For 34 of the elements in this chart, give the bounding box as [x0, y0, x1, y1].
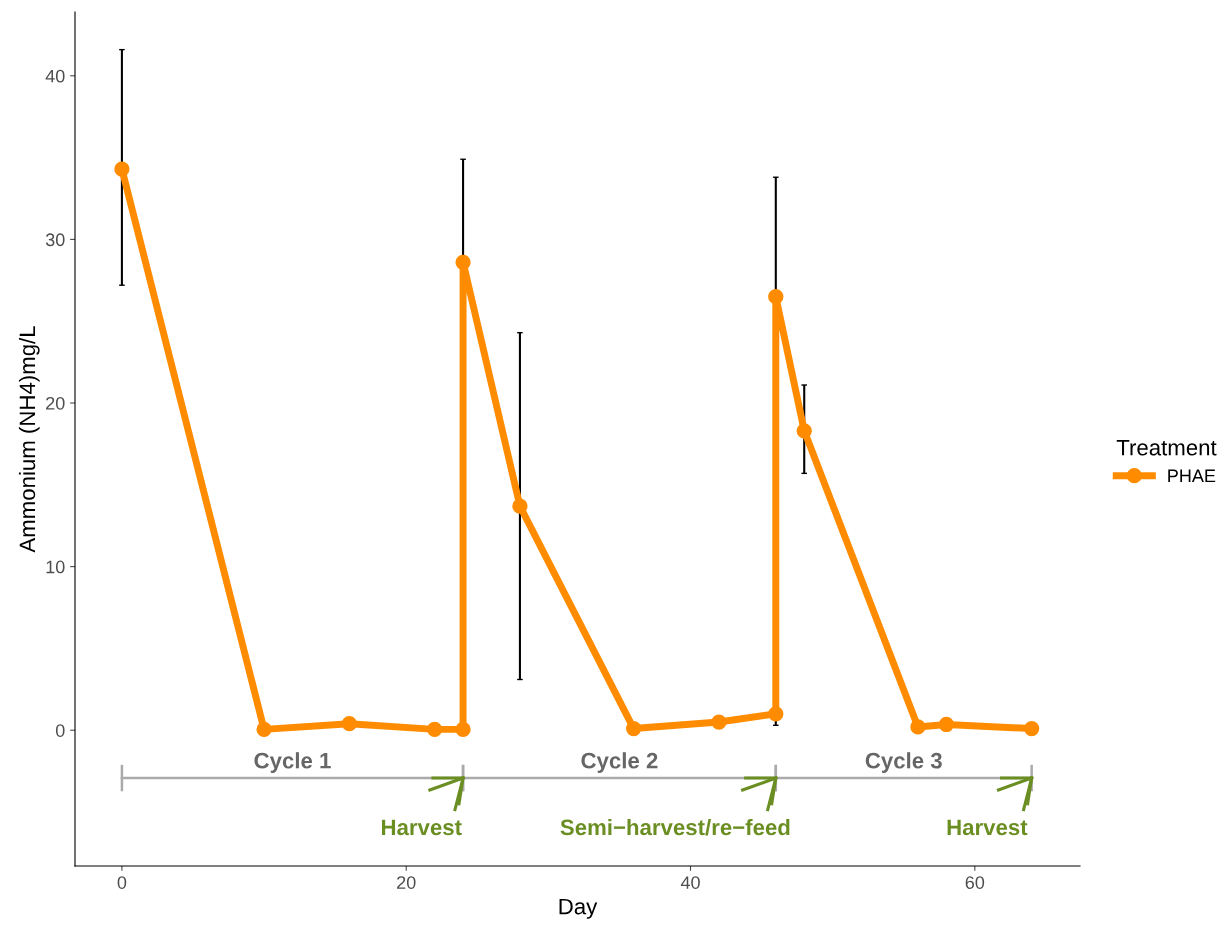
point [341, 716, 357, 732]
point [512, 498, 528, 514]
annotation: Semi−harvest/re−feed [560, 818, 790, 836]
point [114, 161, 130, 177]
point [768, 289, 784, 305]
point [626, 720, 642, 737]
point [1024, 720, 1040, 737]
y-tick-label: 10 [46, 560, 65, 574]
point [256, 721, 272, 738]
point [711, 714, 727, 730]
point [455, 254, 471, 270]
point [938, 716, 955, 733]
point [426, 721, 443, 738]
y-tick-label: 40 [45, 69, 65, 83]
annotation: Cycle 2 [581, 752, 658, 773]
annotation: Harvest [947, 819, 1028, 836]
x-axis-title: Day [559, 898, 598, 919]
x-tick-label: 40 [680, 876, 700, 889]
point [768, 706, 784, 722]
y-tick-label: 30 [45, 233, 65, 247]
y-tick-label: 0 [55, 724, 65, 737]
x-tick-label: 20 [397, 876, 416, 889]
x-tick-label: 0 [117, 876, 127, 889]
annotation: Cycle 1 [254, 752, 331, 773]
point [796, 423, 812, 439]
annotation: Harvest [381, 819, 462, 836]
point [455, 721, 471, 738]
y-tick-label: 20 [46, 396, 65, 410]
annotation: Cycle 3 [865, 752, 942, 773]
legend-title: Treatment [1116, 440, 1217, 456]
legend-label: PHAE [1168, 469, 1216, 483]
x-tick-label: 60 [965, 876, 985, 889]
y-axis-title: Ammonium (NH4)mg/L [18, 326, 40, 553]
point [910, 719, 926, 735]
